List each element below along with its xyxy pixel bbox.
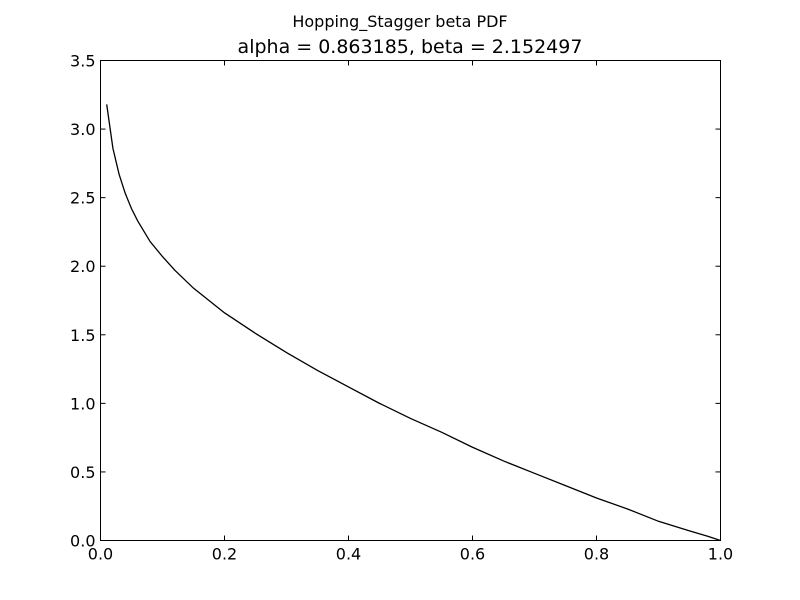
chart-title: alpha = 0.863185, beta = 2.152497: [238, 36, 583, 58]
axis-ticks: [100, 60, 721, 541]
series-layer: [106, 104, 721, 542]
series-line: [106, 104, 721, 542]
y-tick-label: 1.5: [70, 326, 95, 345]
x-tick-label: 0.0: [88, 545, 113, 564]
x-tick-label: 1.0: [708, 545, 733, 564]
y-tick-label: 0.0: [70, 532, 95, 551]
x-tick-label: 0.4: [336, 545, 361, 564]
y-tick-label: 2.5: [70, 189, 95, 208]
x-tick-label: 0.6: [460, 545, 485, 564]
chart-suptitle: Hopping_Stagger beta PDF: [292, 12, 507, 32]
y-tick-label: 3.0: [70, 120, 95, 139]
x-tick-label: 0.2: [212, 545, 237, 564]
y-tick-label: 2.0: [70, 257, 95, 276]
y-tick-label: 0.5: [70, 463, 95, 482]
plot-area-frame: [100, 60, 721, 541]
y-tick-label: 1.0: [70, 394, 95, 413]
axis-tick-labels: 0.0 0.2 0.4 0.6 0.8 1.0 0.0 0.5 1.0 1.5 2.0 2.5 3.0 3…: [70, 52, 733, 564]
y-tick-label: 3.5: [70, 52, 95, 71]
x-tick-label: 0.8: [584, 545, 609, 564]
